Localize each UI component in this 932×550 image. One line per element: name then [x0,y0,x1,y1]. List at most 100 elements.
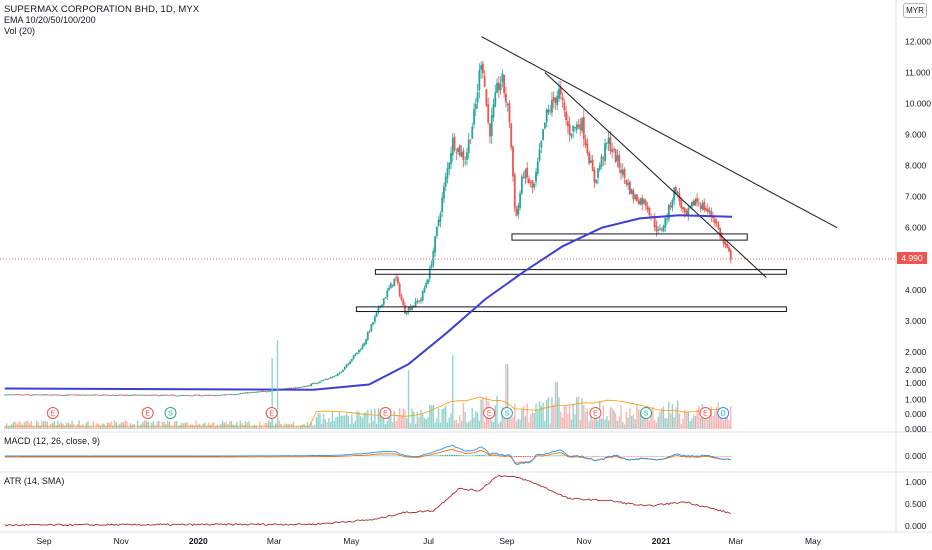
macd-histogram-bar [429,455,431,457]
candle-body [322,379,325,381]
price-pane[interactable] [0,36,896,397]
volume-bar [39,425,41,429]
candle-body [87,394,89,396]
candle-body [111,395,114,396]
volume-bar [694,415,697,429]
candle-body [724,242,727,246]
candle-body [122,395,125,396]
volume-bar [374,408,376,429]
candle-body [7,394,10,396]
macd-legend[interactable]: MACD (12, 26, close, 9) [4,436,101,446]
macd-histogram-bar [597,456,599,457]
macd-histogram-bar [531,456,534,457]
candle-body [203,394,206,396]
candle-body [329,377,332,379]
volume-bar [675,407,677,429]
candle-body [517,205,520,215]
candle-body [184,395,187,396]
candle-body [145,394,148,396]
volume-bar [707,419,709,429]
candle-body [630,189,633,195]
macd-histogram-bar [631,456,633,457]
volume-tick-label: 1.000 [905,395,927,405]
candle-body [590,160,592,163]
volume-bar [175,420,178,429]
volume-bar [131,424,133,429]
ema-legend[interactable]: EMA 10/20/50/100/200 [4,15,96,25]
volume-bar [55,425,57,429]
candle-body [462,150,465,161]
atr-legend[interactable]: ATR (14, SMA) [4,476,65,486]
candle-body [625,179,628,185]
candle-body [304,386,307,388]
candle-body [41,394,43,396]
macd-line [4,444,731,465]
candle-body [142,394,144,396]
volume-bar [142,422,144,429]
volume-legend[interactable]: Vol (20) [4,26,36,36]
symbol-legend[interactable]: SUPERMAX CORPORATION BHD, 1D, MYX [4,4,200,15]
volume-bar [478,420,481,429]
volume-bar [406,418,408,429]
price-tick-label: 3.000 [905,316,927,326]
volume-bar [259,421,261,429]
candle-body [113,395,116,396]
candle-body [175,395,178,397]
candle-body [246,392,249,394]
event-marker-label: E [269,411,274,418]
volume-bar [636,403,638,429]
event-marker [379,407,392,419]
event-marker-label: S [505,411,510,418]
volume-bar [388,414,390,429]
candle-body [425,283,428,288]
volume-bar [620,405,622,429]
volume-bar [593,418,596,429]
candle-body [115,395,118,396]
candle-body [464,162,467,164]
volume-bar [678,413,681,429]
volume-bar [27,420,29,429]
volume-bar [535,403,537,429]
candle-body [106,394,109,396]
macd-histogram-bar [485,455,488,457]
volume-bar [44,421,47,429]
macd-histogram-bar [370,455,372,457]
candle-body [412,305,415,307]
candle-body [25,394,27,396]
candle-body [690,201,693,207]
candle-body [324,379,327,381]
currency-button[interactable]: MYR [903,3,927,18]
candle-body [83,394,86,396]
candle-body [118,394,121,396]
candle-body [168,395,171,396]
candle-body [524,169,527,179]
volume-bar [292,421,295,429]
volume-bar [715,407,718,429]
candle-body [64,394,66,396]
candle-body [552,96,555,102]
macd-histogram-bar [377,455,380,457]
candle-body [375,312,378,317]
candle-body [358,349,360,353]
candle-body [729,250,732,260]
macd-histogram-bar [551,455,553,457]
volume-bar [257,427,259,429]
candle-body [258,391,261,393]
candle-body [588,152,591,164]
candle-body [487,104,490,123]
time-tick-label: May [805,536,822,546]
candle-body [251,392,254,393]
volume-bar [627,417,629,429]
candle-body [370,324,373,332]
candle-body [230,394,233,396]
candle-body [108,394,111,396]
candle-body [489,123,491,137]
volume-bar [186,421,188,429]
candle-body [248,392,251,394]
volume-bar [411,408,413,429]
volume-bar [537,409,539,429]
time-tick-label: Mar [267,536,282,546]
macd-histogram-bar [484,455,486,457]
candle-body [618,154,621,168]
